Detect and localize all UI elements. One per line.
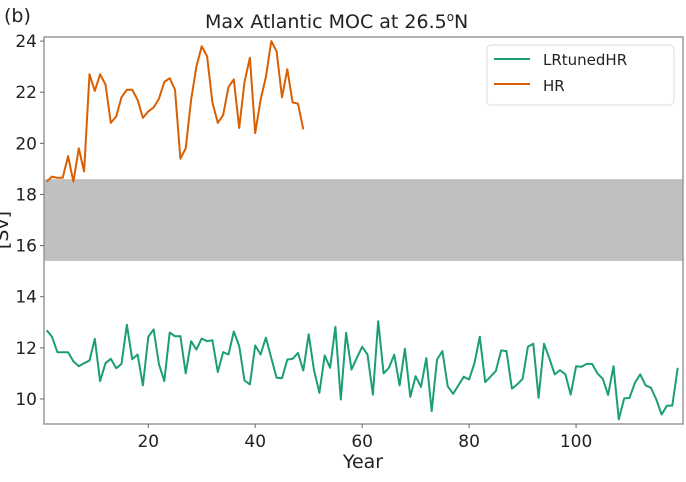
legend-box: [486, 44, 675, 106]
y-tick-label: 24: [15, 32, 37, 52]
plot-frame: [43, 36, 684, 425]
x-tick-label: 60: [351, 432, 373, 452]
y-tick-label: 12: [15, 339, 37, 359]
legend-label-hr: HR: [543, 77, 565, 95]
y-tick-label: 22: [15, 83, 37, 103]
chart-title: Max Atlantic MOC at 26.5oN: [205, 10, 468, 33]
observed-range-band: [44, 179, 683, 261]
x-tick-label: 100: [560, 432, 592, 452]
y-tick-label: 16: [15, 237, 37, 257]
x-tick-label: 20: [137, 432, 159, 452]
series-line-lrtunedhr: [45, 320, 679, 421]
y-axis-label: [Sv]: [0, 211, 13, 249]
y-tick-label: 10: [15, 390, 37, 410]
y-tick-label: 18: [15, 185, 37, 205]
legend: LRtunedHR HR: [486, 44, 675, 106]
y-tick-label: 20: [15, 134, 37, 154]
x-axis-label: Year: [342, 451, 383, 473]
series-line-hr: [46, 40, 305, 183]
legend-label-lrtunedhr: LRtunedHR: [543, 51, 627, 69]
x-tick-label: 80: [458, 432, 480, 452]
x-tick-label: 40: [244, 432, 266, 452]
panel-label: (b): [4, 5, 31, 27]
y-tick-label: 14: [15, 288, 37, 308]
